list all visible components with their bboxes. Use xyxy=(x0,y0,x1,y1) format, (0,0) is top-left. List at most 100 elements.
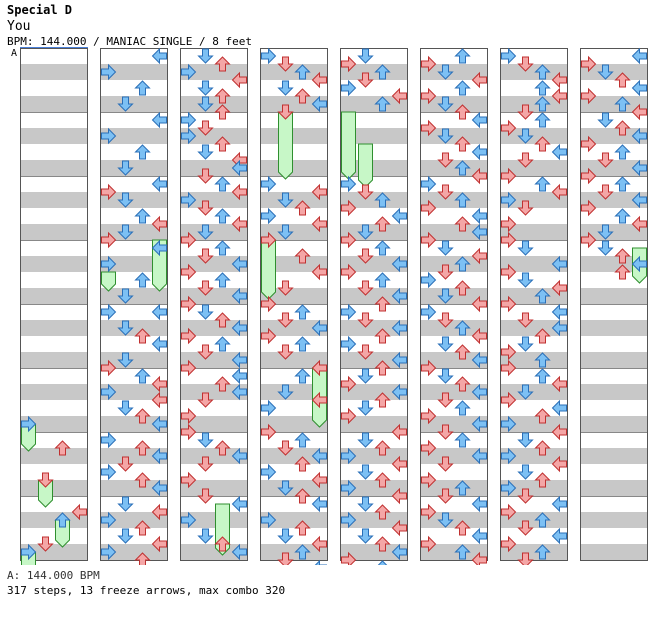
step-arrow-right xyxy=(231,447,247,465)
step-arrow-right xyxy=(231,367,247,385)
beat-stripe xyxy=(500,352,568,368)
step-arrow-up xyxy=(614,144,631,160)
beat-stripe xyxy=(20,224,88,240)
step-arrow-left xyxy=(341,551,357,565)
step-arrow-down xyxy=(517,336,534,352)
step-arrow-right xyxy=(391,423,407,441)
beat-stripe xyxy=(260,288,328,304)
step-arrow-down xyxy=(117,528,134,544)
step-arrow-up xyxy=(614,72,631,88)
step-arrow-down xyxy=(197,432,214,448)
freeze-arrow xyxy=(358,143,373,188)
step-arrow-right xyxy=(151,239,167,257)
beat-stripe xyxy=(20,480,88,496)
step-arrow-left xyxy=(501,391,517,409)
beat-stripe xyxy=(180,416,248,432)
step-arrow-up xyxy=(294,520,311,536)
step-arrow-down xyxy=(437,512,454,528)
step-arrow-down xyxy=(517,432,534,448)
step-arrow-up xyxy=(134,208,151,224)
step-arrow-right xyxy=(631,215,647,233)
step-arrow-up xyxy=(134,144,151,160)
step-arrow-right xyxy=(631,159,647,177)
beat-stripe xyxy=(20,192,88,208)
beat-stripe xyxy=(340,160,408,176)
beat-stripe xyxy=(260,448,328,464)
beat-stripe xyxy=(340,480,408,496)
step-arrow-down xyxy=(197,280,214,296)
step-arrow-up xyxy=(374,328,391,344)
step-arrow-up xyxy=(134,328,151,344)
step-arrow-left xyxy=(341,335,357,353)
beat-stripe xyxy=(260,544,328,560)
step-arrow-right xyxy=(311,495,327,513)
step-arrow-right xyxy=(231,319,247,337)
beat-stripe xyxy=(340,544,408,560)
step-arrow-right xyxy=(151,503,167,521)
beat-stripe xyxy=(580,96,648,112)
step-arrow-left xyxy=(581,199,597,217)
step-arrow-down xyxy=(517,240,534,256)
beat-stripe xyxy=(180,96,248,112)
step-arrow-up xyxy=(454,160,471,176)
step-arrow-up xyxy=(534,80,551,96)
step-arrow-up xyxy=(374,216,391,232)
step-arrow-up xyxy=(374,472,391,488)
step-arrow-right xyxy=(231,183,247,201)
step-arrow-down xyxy=(437,288,454,304)
step-arrow-right xyxy=(311,319,327,337)
step-arrow-right xyxy=(151,535,167,553)
step-arrow-up xyxy=(454,136,471,152)
beat-stripe xyxy=(500,96,568,112)
beat-stripe xyxy=(180,128,248,144)
beat-stripe xyxy=(260,192,328,208)
beat-stripe xyxy=(260,256,328,272)
step-arrow-left xyxy=(261,207,277,225)
step-arrow-right xyxy=(151,215,167,233)
step-arrow-left xyxy=(421,55,437,73)
step-arrow-down xyxy=(197,488,214,504)
step-arrow-down xyxy=(517,272,534,288)
step-arrow-left xyxy=(501,447,517,465)
beat-stripe xyxy=(340,96,408,112)
beat-stripe xyxy=(100,192,168,208)
beat-stripe xyxy=(20,256,88,272)
step-arrow-down xyxy=(197,144,214,160)
step-arrow-right xyxy=(471,167,487,185)
song-title: Special D xyxy=(7,3,73,17)
beat-stripe xyxy=(20,320,88,336)
step-arrow-down xyxy=(277,440,294,456)
beat-stripe xyxy=(260,320,328,336)
beat-stripe xyxy=(20,160,88,176)
step-arrow-right xyxy=(471,71,487,89)
step-arrow-down xyxy=(517,312,534,328)
step-arrow-left xyxy=(341,55,357,73)
step-arrow-down xyxy=(117,192,134,208)
step-arrow-right xyxy=(151,415,167,433)
step-arrow-down xyxy=(277,384,294,400)
step-arrow-down xyxy=(437,456,454,472)
step-arrow-left xyxy=(101,303,117,321)
beat-stripe xyxy=(260,224,328,240)
step-arrow-right xyxy=(151,335,167,353)
beat-stripe xyxy=(100,480,168,496)
beat-stripe xyxy=(100,416,168,432)
step-arrow-down xyxy=(357,368,374,384)
beat-stripe xyxy=(180,64,248,80)
step-arrow-right xyxy=(551,423,567,441)
beat-stripe xyxy=(20,288,88,304)
step-arrow-left xyxy=(501,263,517,281)
step-arrow-right xyxy=(551,87,567,105)
step-arrow-up xyxy=(134,368,151,384)
beat-stripe xyxy=(340,320,408,336)
step-arrow-up xyxy=(54,512,71,528)
beat-stripe xyxy=(180,160,248,176)
step-arrow-left xyxy=(501,215,517,233)
step-arrow-left xyxy=(101,511,117,529)
step-arrow-down xyxy=(437,336,454,352)
step-arrow-down xyxy=(517,488,534,504)
beat-stripe xyxy=(420,320,488,336)
step-arrow-down xyxy=(277,56,294,72)
step-arrow-up xyxy=(374,504,391,520)
step-arrow-up xyxy=(454,216,471,232)
